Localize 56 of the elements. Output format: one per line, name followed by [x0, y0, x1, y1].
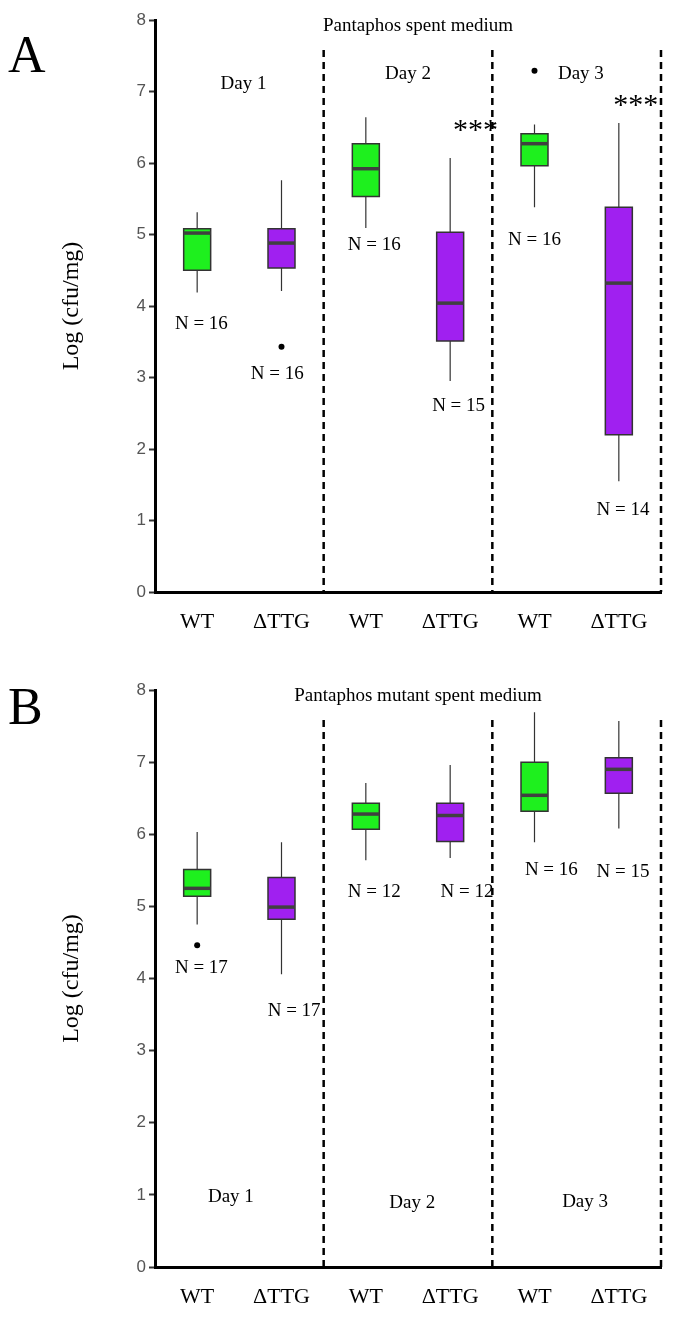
x-tick-label: WT — [517, 607, 553, 633]
x-tick-label: ΔTTG — [421, 607, 479, 633]
x-tick-label: WT — [180, 607, 215, 633]
x-tick-label: ΔTTG — [590, 607, 648, 633]
y-tick-label: 4 — [136, 295, 146, 315]
x-tick-label: ΔTTG — [421, 1282, 479, 1308]
annotation: N = 16 — [508, 228, 561, 250]
text: A — [8, 25, 46, 83]
annotation: Day 2 — [385, 61, 431, 83]
x-tick-label: WT — [517, 1282, 553, 1308]
x-tick-label: WT — [348, 1282, 384, 1308]
y-tick-label: 2 — [136, 1112, 146, 1132]
annotation: N = 15 — [596, 859, 650, 881]
x-tick-label: ΔTTG — [253, 607, 311, 633]
annotation: N = 16 — [250, 361, 304, 383]
y-tick-label: 3 — [136, 367, 146, 387]
y-axis-title: Log (cfu/mg) — [57, 914, 84, 1043]
y-tick-label: 5 — [136, 224, 146, 244]
y-tick-label: 1 — [136, 1184, 146, 1204]
y-tick-label: 2 — [136, 438, 146, 458]
y-tick-label: 7 — [136, 81, 146, 101]
y-tick-label: 4 — [136, 968, 146, 988]
annotation: Day 2 — [389, 1190, 436, 1212]
annotation: N = 16 — [347, 233, 401, 255]
annotation: N = 16 — [174, 311, 228, 333]
annotation: Day 1 — [220, 72, 267, 94]
y-tick-label: 7 — [136, 751, 146, 771]
annotation: N = 15 — [432, 394, 486, 416]
annotation: Day 3 — [562, 1190, 609, 1212]
y-tick-label: 5 — [136, 896, 146, 916]
y-tick-label: 6 — [136, 152, 146, 172]
y-tick-label: 0 — [136, 1256, 146, 1276]
y-axis-title: Log (cfu/mg) — [57, 241, 84, 371]
annotation: N = 16 — [524, 858, 578, 880]
text: B — [8, 677, 43, 735]
chart-title: Pantaphos mutant spent medium — [294, 683, 542, 705]
x-tick-label: WT — [348, 607, 384, 633]
y-tick-label: 1 — [136, 510, 146, 530]
y-tick-label: 8 — [136, 9, 146, 29]
y-tick-label: 0 — [136, 581, 146, 601]
annotation: Day 3 — [557, 61, 604, 83]
annotation: N = 14 — [596, 497, 651, 519]
annotation: N = 17 — [174, 955, 228, 977]
annotation: *** — [613, 86, 659, 120]
annotation: N = 12 — [440, 879, 494, 901]
x-tick-label: WT — [180, 1282, 215, 1308]
x-tick-label: ΔTTG — [590, 1282, 648, 1308]
annotation: *** — [452, 111, 498, 145]
annotation: N = 17 — [267, 998, 321, 1020]
annotation: N = 12 — [347, 879, 401, 901]
y-tick-label: 3 — [136, 1040, 146, 1060]
y-tick-label: 6 — [136, 823, 146, 843]
annotation: Day 1 — [207, 1185, 254, 1207]
y-tick-label: 8 — [136, 679, 146, 699]
chart-title: Pantaphos spent medium — [323, 13, 514, 35]
x-tick-label: ΔTTG — [253, 1282, 311, 1308]
